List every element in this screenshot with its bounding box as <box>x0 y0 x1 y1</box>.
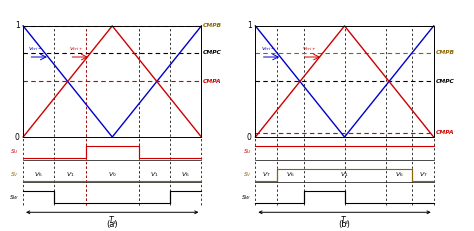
Text: (b): (b) <box>338 220 350 229</box>
Text: (a): (a) <box>107 220 118 229</box>
Text: $S_W$: $S_W$ <box>9 193 19 202</box>
Text: $S_V$: $S_V$ <box>10 170 19 179</box>
Text: $V_{1}$: $V_{1}$ <box>65 170 74 179</box>
Text: $V_{0}$: $V_{0}$ <box>108 170 117 179</box>
Text: 0: 0 <box>15 133 19 142</box>
Text: CMPA: CMPA <box>436 130 454 135</box>
Text: $V_{6}$: $V_{6}$ <box>182 170 190 179</box>
Text: $V_{1}$: $V_{1}$ <box>150 170 159 179</box>
Text: $S_U$: $S_U$ <box>10 148 19 156</box>
Text: $V_{1}$: $V_{1}$ <box>340 170 349 179</box>
Text: $V_{6}$: $V_{6}$ <box>35 170 43 179</box>
Text: $T_s$: $T_s$ <box>108 214 117 227</box>
Text: 1: 1 <box>247 21 252 30</box>
Text: $V_{6}$: $V_{6}$ <box>286 170 294 179</box>
Text: CMPA: CMPA <box>203 79 222 84</box>
Text: $S_V$: $S_V$ <box>243 170 252 179</box>
Text: 1: 1 <box>15 21 19 30</box>
Text: CMPB: CMPB <box>203 23 222 28</box>
Text: CMPC: CMPC <box>203 50 222 55</box>
Text: $S_U$: $S_U$ <box>243 148 252 156</box>
Text: CMPB: CMPB <box>436 50 455 55</box>
Text: 0: 0 <box>247 133 252 142</box>
Text: $T_s$: $T_s$ <box>340 214 349 227</box>
Text: $v_{tri+}$: $v_{tri+}$ <box>70 45 84 53</box>
Text: $v_{tri-}$: $v_{tri-}$ <box>28 45 43 53</box>
Text: $S_W$: $S_W$ <box>241 193 252 202</box>
Text: $V_{7}$: $V_{7}$ <box>419 170 427 179</box>
Text: $v_{tri+}$: $v_{tri+}$ <box>302 45 316 53</box>
Text: $V_{6}$: $V_{6}$ <box>394 170 403 179</box>
Text: $V_{7}$: $V_{7}$ <box>262 170 270 179</box>
Text: CMPC: CMPC <box>436 79 454 84</box>
Text: $v_{tri-}$: $v_{tri-}$ <box>261 45 275 53</box>
